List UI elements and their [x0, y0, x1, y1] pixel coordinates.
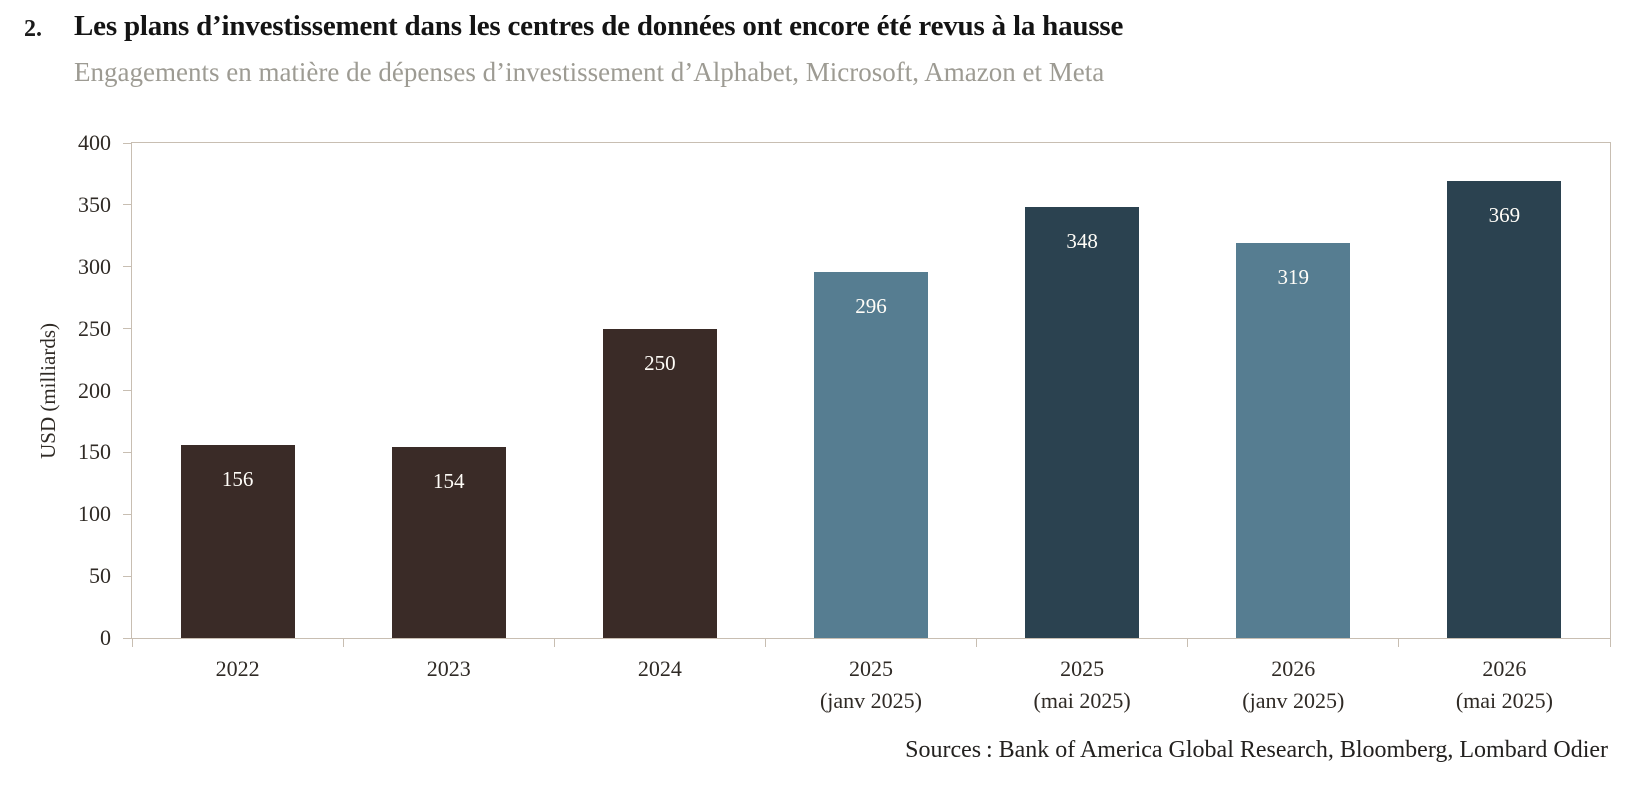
bar-value-label: 348 [1066, 229, 1098, 254]
source-attribution: Sources : Bank of America Global Researc… [905, 737, 1608, 763]
x-axis-category-year: 2026 [1271, 656, 1316, 681]
chart-title: Les plans d’investissement dans les cent… [74, 10, 1124, 42]
x-axis-category-year: 2023 [426, 656, 471, 681]
x-axis-tick [1398, 638, 1400, 647]
y-axis-tick-label: 100 [78, 501, 111, 527]
bar-value-label: 156 [221, 466, 254, 491]
bar-2025-mai2025: 348 [1025, 207, 1140, 638]
x-axis-category-year: 2025 [1060, 656, 1105, 681]
bar-2025-janv2025: 296 [814, 271, 928, 638]
y-axis-tick [123, 513, 132, 515]
y-axis-tick-label: 350 [78, 191, 111, 217]
bar-value-label: 296 [855, 293, 887, 318]
x-axis-category-label: 2022 [132, 653, 343, 685]
plot-area: USD (milliards) 0 50 100 150 200 250 300 350 400… [36, 132, 1611, 713]
bar-value-label: 369 [1488, 203, 1521, 228]
chart-subtitle: Engagements en matière de dépenses d’inv… [74, 57, 1105, 87]
x-axis-category-year: 2025 [848, 656, 893, 681]
x-axis-tick [976, 638, 978, 647]
bar-2022: 156 [180, 444, 295, 638]
x-axis-category-year: 2024 [637, 656, 682, 681]
x-axis-tick [764, 638, 766, 647]
y-axis-tick-label: 150 [78, 439, 111, 465]
bar-value-label: 319 [1277, 265, 1310, 290]
x-axis-category-year: 2022 [215, 656, 260, 681]
bar-2024: 250 [602, 328, 717, 638]
y-axis-tick [123, 575, 132, 577]
bar-2026-mai2025: 369 [1447, 181, 1562, 638]
y-axis-tick-label: 400 [78, 130, 111, 155]
y-axis-tick [123, 204, 132, 206]
y-axis-tick-label: 0 [100, 625, 111, 650]
y-axis-title-wrap: USD (milliards) [35, 143, 61, 638]
y-axis-tick-label: 200 [78, 377, 111, 403]
figure-number: 2. [24, 16, 42, 42]
x-axis-category-label: 2025 (mai 2025) [977, 653, 1188, 717]
x-axis-category-revision: (mai 2025) [1455, 687, 1553, 713]
y-axis-tick [123, 637, 132, 639]
y-axis-tick [123, 142, 132, 144]
y-axis-tick [123, 328, 132, 330]
x-axis-tick [553, 638, 555, 647]
y-axis-title: USD (milliards) [35, 322, 60, 459]
x-axis-category-label: 2026 (mai 2025) [1399, 653, 1610, 717]
bar-value-label: 154 [432, 469, 465, 494]
x-axis-category-revision: (janv 2025) [1242, 687, 1345, 713]
x-axis-tick [1187, 638, 1189, 647]
x-axis-category-label: 2023 [343, 653, 554, 685]
x-axis-tick [131, 638, 133, 647]
x-axis-category-revision: (janv 2025) [819, 687, 922, 713]
x-axis-category-year: 2026 [1482, 656, 1527, 681]
x-axis-category-revision: (mai 2025) [1033, 687, 1131, 713]
x-axis-category-label: 2026 (janv 2025) [1188, 653, 1399, 717]
x-axis-tick [342, 638, 344, 647]
bar-value-label: 250 [644, 350, 676, 375]
bar-2023: 154 [391, 447, 506, 638]
y-axis-tick [123, 451, 132, 453]
y-axis-tick-label: 50 [89, 563, 111, 589]
bar-2026-janv2025: 319 [1236, 243, 1351, 638]
y-axis-tick-label: 250 [78, 315, 111, 341]
x-axis-tick [1609, 638, 1611, 647]
y-axis-tick [123, 266, 132, 268]
y-axis-tick-label: 300 [78, 253, 111, 279]
x-axis-category-label: 2025 (janv 2025) [765, 653, 976, 717]
y-axis-tick [123, 390, 132, 391]
x-axis-category-label: 2024 [554, 653, 765, 685]
